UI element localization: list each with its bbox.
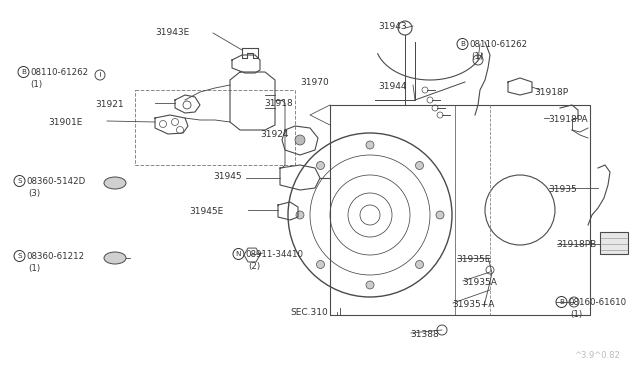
Ellipse shape bbox=[104, 252, 126, 264]
Circle shape bbox=[296, 211, 304, 219]
Text: 08360-5142D: 08360-5142D bbox=[26, 177, 85, 186]
Text: 31944: 31944 bbox=[378, 82, 406, 91]
Text: (1): (1) bbox=[471, 52, 483, 61]
Circle shape bbox=[415, 260, 424, 269]
Text: 31935E: 31935E bbox=[456, 255, 490, 264]
Text: 31945E: 31945E bbox=[189, 207, 223, 216]
Text: 31935+A: 31935+A bbox=[452, 300, 494, 309]
Circle shape bbox=[366, 281, 374, 289]
Text: 08911-34410: 08911-34410 bbox=[245, 250, 303, 259]
Text: 31918PA: 31918PA bbox=[548, 115, 588, 124]
Text: 31970: 31970 bbox=[300, 78, 329, 87]
Text: (1): (1) bbox=[570, 310, 582, 319]
Text: 31901E: 31901E bbox=[48, 118, 83, 127]
Text: 31943E: 31943E bbox=[155, 28, 189, 37]
Text: B: B bbox=[21, 69, 26, 75]
Text: 31924: 31924 bbox=[260, 130, 289, 139]
Text: (1): (1) bbox=[28, 264, 40, 273]
Text: (2): (2) bbox=[248, 262, 260, 271]
Text: (3): (3) bbox=[28, 189, 40, 198]
Text: 08110-61262: 08110-61262 bbox=[469, 40, 527, 49]
Text: S: S bbox=[17, 178, 22, 184]
Text: B: B bbox=[460, 41, 465, 47]
Text: 08160-61610: 08160-61610 bbox=[568, 298, 626, 307]
Text: 31388: 31388 bbox=[410, 330, 439, 339]
Text: S: S bbox=[17, 253, 22, 259]
Text: 08360-61212: 08360-61212 bbox=[26, 252, 84, 261]
Text: ^3.9^0.82: ^3.9^0.82 bbox=[574, 351, 620, 360]
Text: 31918PB: 31918PB bbox=[556, 240, 596, 249]
Text: 31935A: 31935A bbox=[462, 278, 497, 287]
Text: 31921: 31921 bbox=[95, 100, 124, 109]
Circle shape bbox=[317, 161, 324, 170]
Text: 31935: 31935 bbox=[548, 185, 577, 194]
Text: 31918: 31918 bbox=[264, 99, 292, 108]
Circle shape bbox=[317, 260, 324, 269]
Circle shape bbox=[436, 211, 444, 219]
Text: B: B bbox=[559, 299, 564, 305]
Ellipse shape bbox=[104, 177, 126, 189]
Circle shape bbox=[295, 135, 305, 145]
Text: 31918P: 31918P bbox=[534, 88, 568, 97]
Text: 31945: 31945 bbox=[213, 172, 242, 181]
Text: 08110-61262: 08110-61262 bbox=[30, 68, 88, 77]
Circle shape bbox=[366, 141, 374, 149]
FancyBboxPatch shape bbox=[600, 232, 628, 254]
Text: 31943: 31943 bbox=[378, 22, 406, 31]
Text: SEC.310: SEC.310 bbox=[290, 308, 328, 317]
Circle shape bbox=[415, 161, 424, 170]
Text: (1): (1) bbox=[30, 80, 42, 89]
Text: N: N bbox=[236, 251, 241, 257]
